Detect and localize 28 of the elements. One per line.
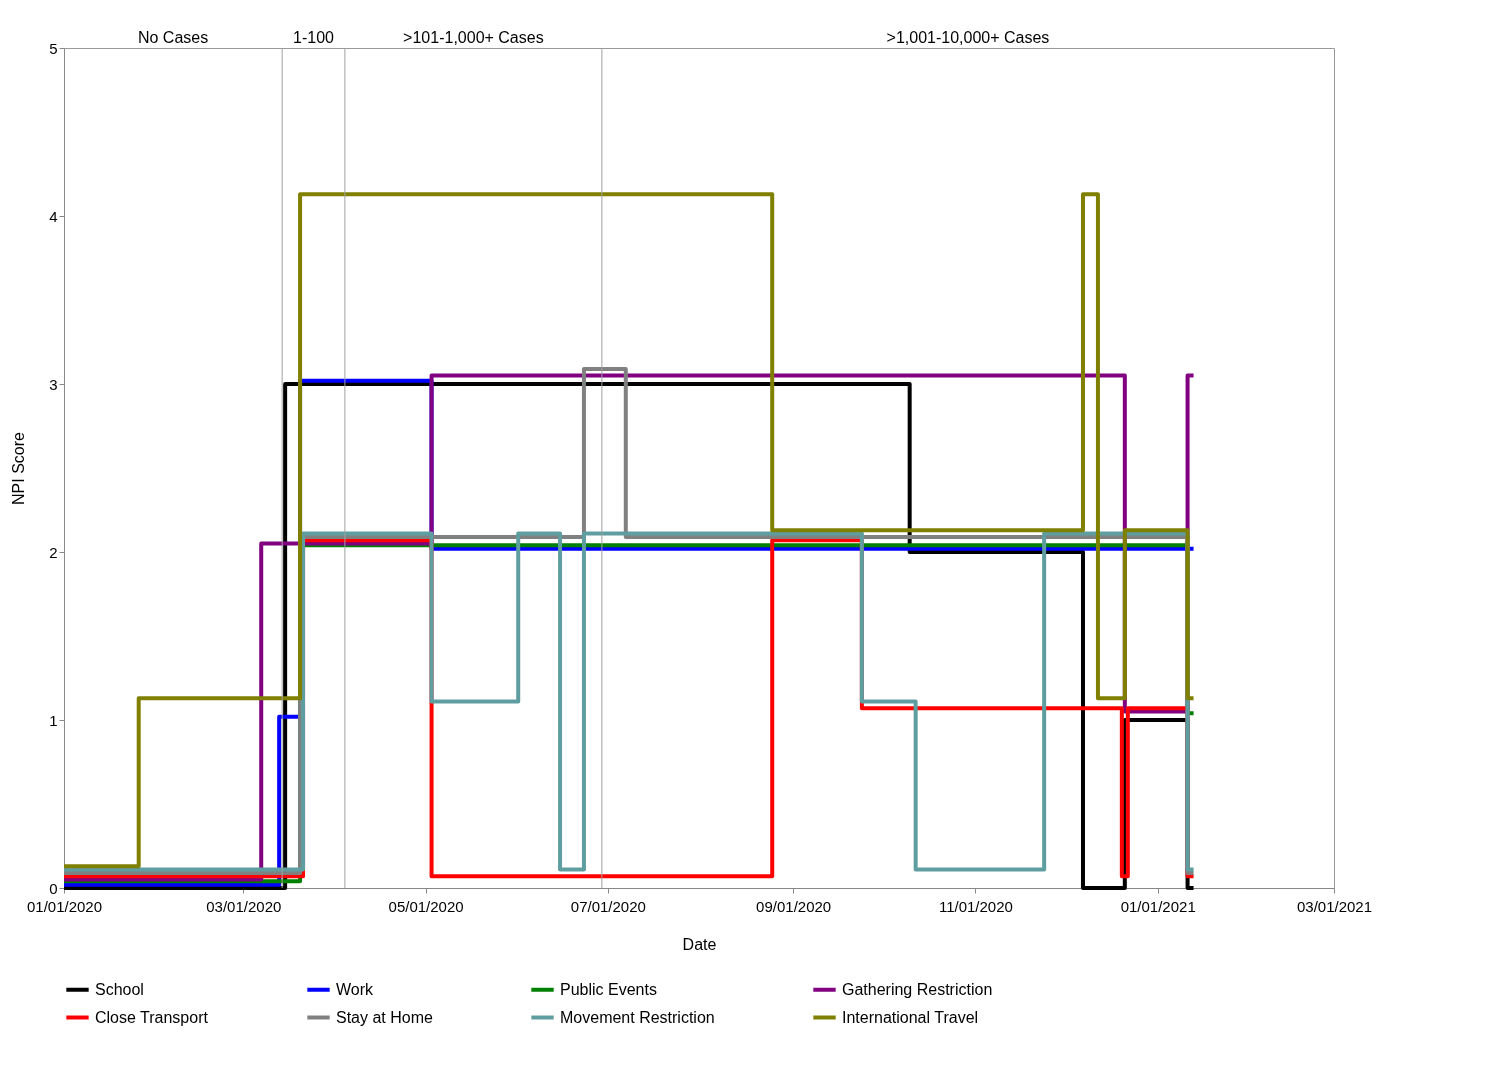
y-tick-label: 1 bbox=[49, 711, 58, 729]
x-tick-label: 09/01/2020 bbox=[756, 897, 832, 915]
legend-label: Movement Restriction bbox=[560, 1008, 715, 1026]
y-axis-title: NPI Score bbox=[10, 431, 28, 505]
text: No Cases bbox=[137, 29, 209, 46]
legend-label: Public Events bbox=[560, 980, 657, 998]
x-axis-title: Date bbox=[682, 935, 717, 953]
x-tick-label: 01/01/2020 bbox=[26, 897, 103, 915]
text: 1-100 bbox=[293, 29, 335, 46]
x-tick-label: 03/01/2021 bbox=[1296, 897, 1373, 915]
x-tick-label: 07/01/2020 bbox=[570, 897, 646, 915]
legend-label: Work bbox=[336, 980, 375, 998]
y-tick-label: 5 bbox=[49, 39, 58, 57]
x-tick-label: 11/01/2020 bbox=[938, 897, 1013, 915]
legend-label: Gathering Restriction bbox=[842, 980, 993, 998]
x-tick-label: 01/01/2021 bbox=[1120, 897, 1196, 915]
text: >101-1,000+ Cases bbox=[403, 29, 544, 46]
text: >1,001-10,000+ Cases bbox=[886, 29, 1050, 46]
y-tick-label: 3 bbox=[49, 375, 58, 393]
legend-label: International Travel bbox=[842, 1008, 979, 1026]
legend-label: Close Transport bbox=[95, 1008, 209, 1026]
legend-label: School bbox=[95, 980, 144, 998]
y-tick-label: 2 bbox=[49, 543, 58, 561]
x-tick-label: 03/01/2020 bbox=[206, 897, 282, 915]
legend-label: Stay at Home bbox=[336, 1008, 434, 1026]
x-tick-label: 05/01/2020 bbox=[388, 897, 464, 915]
y-tick-label: 0 bbox=[49, 879, 58, 897]
y-tick-label: 4 bbox=[49, 207, 58, 225]
